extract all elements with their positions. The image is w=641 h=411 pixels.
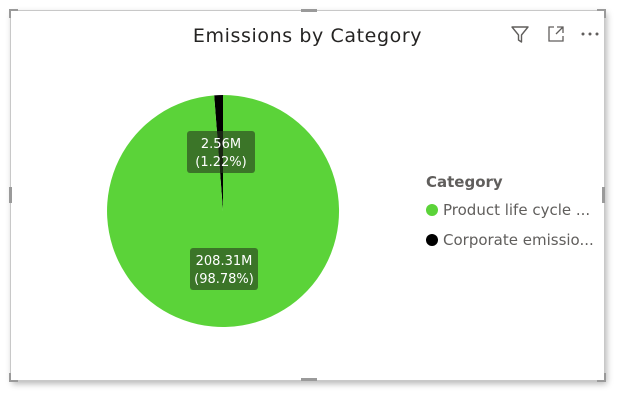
resize-handle-right[interactable] — [602, 187, 605, 203]
more-options-icon[interactable] — [579, 23, 601, 45]
data-label-percent: (1.22%) — [195, 155, 246, 170]
resize-handle-bottom-right[interactable] — [597, 373, 606, 382]
data-label-value: 2.56M — [201, 137, 241, 152]
legend-item-corporate-emissions[interactable]: Corporate emissio... — [426, 229, 601, 251]
data-label-value: 208.31M — [196, 254, 253, 269]
resize-handle-bottom-left[interactable] — [9, 373, 18, 382]
focus-mode-icon[interactable] — [545, 23, 567, 45]
pie-chart: 2.56M (1.22%) 208.31M (98.78%) — [107, 95, 340, 327]
data-label-background — [190, 248, 258, 290]
chart-legend: Category Product life cycle ... Corporat… — [426, 173, 601, 259]
legend-swatch — [426, 234, 438, 246]
legend-swatch — [426, 204, 438, 216]
data-label-product-life-cycle: 208.31M (98.78%) — [190, 248, 258, 290]
visual-title: Emissions by Category — [192, 25, 423, 47]
pie-slice-product-life-cycle[interactable] — [107, 95, 340, 327]
pie-chart-visual[interactable]: Emissions by Category 2.56M (1.22%) 208.31… — [10, 10, 605, 381]
resize-handle-bottom[interactable] — [301, 378, 317, 381]
legend-label: Product life cycle ... — [443, 201, 591, 219]
data-label-percent: (98.78%) — [194, 272, 254, 287]
resize-handle-left[interactable] — [9, 187, 12, 203]
legend-item-product-life-cycle[interactable]: Product life cycle ... — [426, 199, 601, 221]
filter-icon[interactable] — [509, 23, 531, 45]
data-label-background — [187, 131, 255, 173]
resize-handle-top-right[interactable] — [597, 9, 606, 18]
data-label-corporate-emissions: 2.56M (1.22%) — [187, 131, 255, 173]
legend-title: Category — [426, 173, 503, 191]
resize-handle-top[interactable] — [301, 9, 317, 12]
legend-label: Corporate emissio... — [443, 231, 594, 249]
resize-handle-top-left[interactable] — [9, 9, 18, 18]
